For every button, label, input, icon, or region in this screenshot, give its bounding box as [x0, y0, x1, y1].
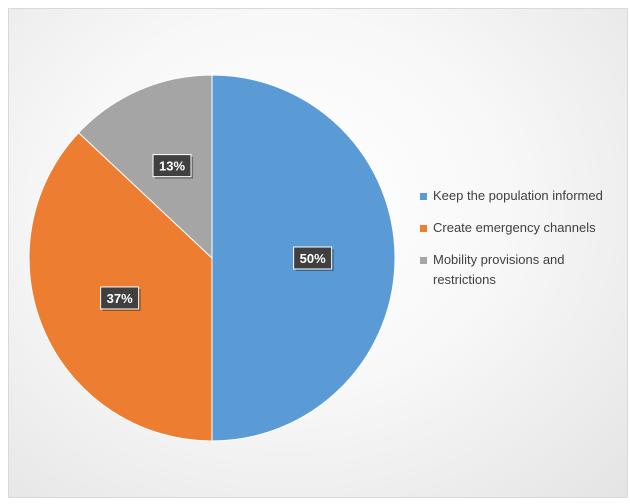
legend-label: Keep the population informed: [433, 188, 603, 203]
data-label-informed: 50%: [293, 246, 334, 271]
legend-label: Create emergency channels: [433, 220, 596, 235]
legend-item-mobility: Mobility provisions and restrictions: [420, 250, 630, 290]
legend: Keep the population informed Create emer…: [420, 186, 630, 302]
data-label-text: 37%: [107, 291, 133, 306]
pie-slices: [28, 74, 396, 442]
legend-item-emergency: Create emergency channels: [420, 218, 630, 238]
legend-swatch: [420, 225, 427, 232]
data-label-text: 50%: [300, 251, 326, 266]
legend-label: Mobility provisions and restrictions: [433, 252, 565, 287]
data-label-emergency: 37%: [100, 286, 141, 311]
legend-swatch: [420, 193, 427, 200]
pie-slice-mobility: [77, 74, 213, 260]
data-label-text: 13%: [159, 159, 185, 174]
data-label-mobility: 13%: [152, 154, 194, 179]
legend-item-informed: Keep the population informed: [420, 186, 630, 206]
legend-swatch: [420, 257, 427, 264]
data-labels: 50% 37% 13%: [100, 154, 334, 311]
